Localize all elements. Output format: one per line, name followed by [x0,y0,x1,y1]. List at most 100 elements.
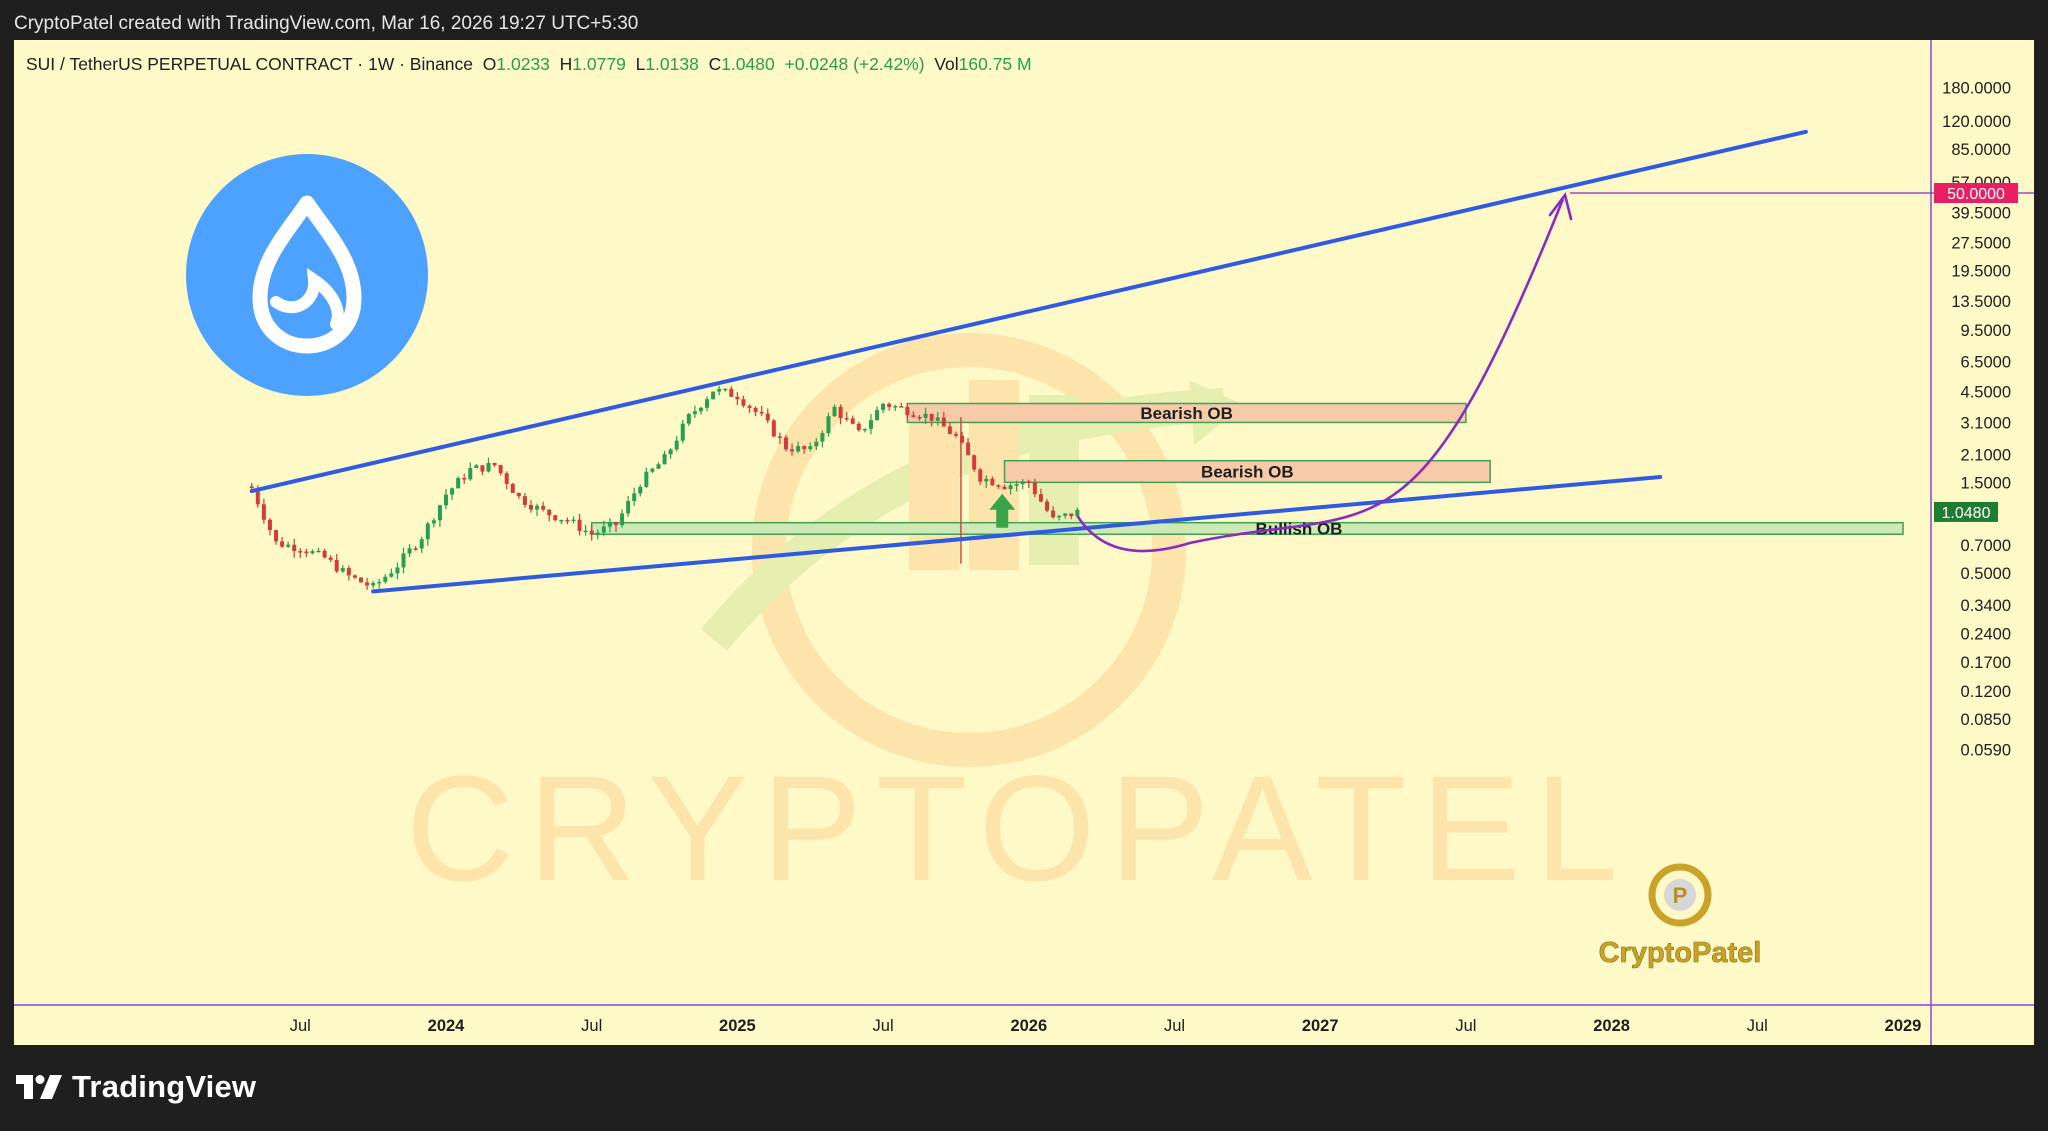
target-badge-label: 50.0000 [1947,186,2005,203]
price-tick-label: 27.5000 [1951,234,2011,252]
candle-body [528,504,533,510]
price-chart[interactable]: CRYPTOPATEL180.0000120.000085.000057.000… [14,40,2034,1045]
candle-body [856,423,861,431]
time-tick-label: 2029 [1885,1017,1922,1035]
price-tick-label: 6.5000 [1961,353,2011,371]
ob-zone-label: Bearish OB [1201,463,1294,482]
candle-body [887,403,892,408]
candle-body [249,486,254,489]
chart-area[interactable]: CRYPTOPATEL180.0000120.000085.000057.000… [14,40,2034,1045]
candle-body [668,449,673,455]
close-label: C [708,54,722,74]
low-label: L [635,54,646,74]
candle-body [267,519,272,531]
candle-body [632,493,637,501]
candle-body [571,519,576,522]
candle-body [334,559,339,572]
candle-body [322,550,327,558]
candle-body [759,411,764,414]
candle-body [1008,485,1013,490]
volume-label: Vol [934,54,959,74]
candle-body [535,505,540,510]
price-tick-label: 3.1000 [1961,414,2011,432]
current-badge-bg [1934,501,1998,522]
candle-body [626,500,631,514]
tradingview-logo[interactable]: TradingView [16,1069,256,1105]
candle-body [960,435,965,443]
candle-body [474,465,479,469]
projection-curve [1076,198,1565,553]
candle-body [522,496,527,505]
candle-body [547,509,552,516]
price-tick-label: 19.5000 [1951,263,2011,281]
candle-body [1063,513,1068,516]
candle-body [911,415,916,417]
candle-body [601,526,606,533]
candle-body [261,504,266,520]
change-value: +0.0248 (+2.42%) [784,54,925,74]
candle-body [802,446,807,449]
candle-body [1026,481,1031,483]
candle-body [1075,509,1080,517]
candle-body [1051,510,1056,518]
candle-body [771,420,776,437]
candle-body [1045,501,1050,511]
sui-drop-outline [252,195,362,354]
time-tick-label: 2028 [1593,1017,1630,1035]
candle-body [711,391,716,400]
candle-body [486,462,491,472]
candle-body [966,442,971,456]
candle-body [401,553,406,568]
candle-body [753,407,758,412]
projection-arrowhead [1548,192,1573,221]
sui-drop-wave [270,267,344,330]
candle-body [790,449,795,452]
close-value: 1.0480 [721,54,775,74]
candle-body [820,433,825,442]
candle-body [359,577,364,583]
current-badge-label: 1.0480 [1942,505,1991,522]
candle-body [692,411,697,415]
candle-body [650,468,655,472]
candle-body [510,483,515,493]
candle-body [935,417,940,421]
price-tick-label: 0.0850 [1961,711,2011,729]
candle-body [996,485,1001,487]
candle-body [280,541,285,547]
candle-body [310,551,315,554]
price-tick-label: 9.5000 [1961,322,2011,340]
candle-body [990,478,995,486]
candle-body [516,492,521,497]
candle-body [377,581,382,584]
price-tick-label: 0.1700 [1961,654,2011,672]
time-tick-label: Jul [1455,1017,1476,1035]
volume-value: 160.75 M [958,54,1032,74]
candle-body [437,505,442,521]
candle-body [735,396,740,400]
time-tick-label: 2026 [1010,1017,1047,1035]
candle-body [450,488,455,495]
time-tick-label: Jul [1747,1017,1768,1035]
price-tick-label: 0.5000 [1961,565,2011,583]
candle-body [905,406,910,416]
brand-coin [1648,863,1712,927]
lower-channel-line [371,475,1663,594]
target-price-badge: 50.0000 [1934,183,2018,203]
candle-body [255,488,260,505]
price-tick-label: 120.0000 [1942,113,2011,131]
time-tick-label: Jul [873,1017,894,1035]
symbol-title[interactable]: SUI / TetherUS PERPETUAL CONTRACT · 1W ·… [26,54,474,74]
candle-body [984,478,989,482]
candle-body [680,423,685,441]
candle-body [674,440,679,450]
candles-group [249,385,1080,590]
candle-body [577,519,582,531]
candle-body [838,406,843,418]
open-label: O [482,54,497,74]
candle-body [371,582,376,586]
candle-body [814,441,819,447]
candle-body [747,405,752,408]
candle-body [777,436,782,438]
candle-body [492,462,497,466]
candle-body [899,406,904,408]
